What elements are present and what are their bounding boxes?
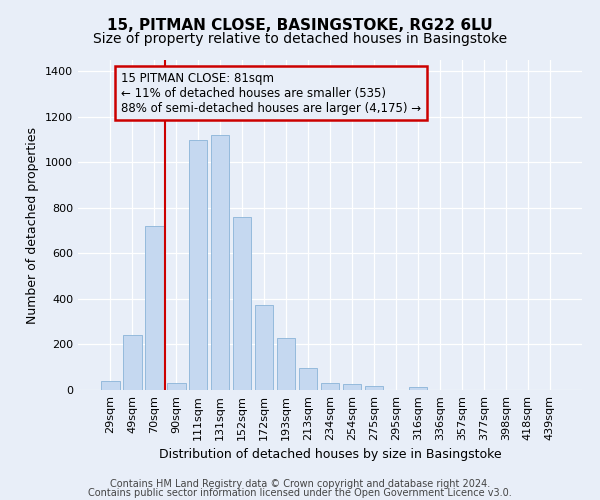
Bar xyxy=(145,226,164,390)
Text: 15, PITMAN CLOSE, BASINGSTOKE, RG22 6LU: 15, PITMAN CLOSE, BASINGSTOKE, RG22 6LU xyxy=(107,18,493,32)
Bar xyxy=(320,382,340,390)
Text: Size of property relative to detached houses in Basingstoke: Size of property relative to detached ho… xyxy=(93,32,507,46)
Bar xyxy=(409,388,427,390)
Bar xyxy=(277,338,295,390)
Bar xyxy=(343,384,361,390)
Bar xyxy=(167,383,185,390)
Bar xyxy=(123,336,142,390)
Text: 15 PITMAN CLOSE: 81sqm
← 11% of detached houses are smaller (535)
88% of semi-de: 15 PITMAN CLOSE: 81sqm ← 11% of detached… xyxy=(121,72,421,114)
Bar xyxy=(255,304,274,390)
Bar xyxy=(233,217,251,390)
Bar xyxy=(211,135,229,390)
Bar xyxy=(189,140,208,390)
Bar xyxy=(101,382,119,390)
Text: Contains HM Land Registry data © Crown copyright and database right 2024.: Contains HM Land Registry data © Crown c… xyxy=(110,479,490,489)
Text: Contains public sector information licensed under the Open Government Licence v3: Contains public sector information licen… xyxy=(88,488,512,498)
Bar xyxy=(365,386,383,390)
Y-axis label: Number of detached properties: Number of detached properties xyxy=(26,126,40,324)
X-axis label: Distribution of detached houses by size in Basingstoke: Distribution of detached houses by size … xyxy=(158,448,502,461)
Bar xyxy=(299,368,317,390)
